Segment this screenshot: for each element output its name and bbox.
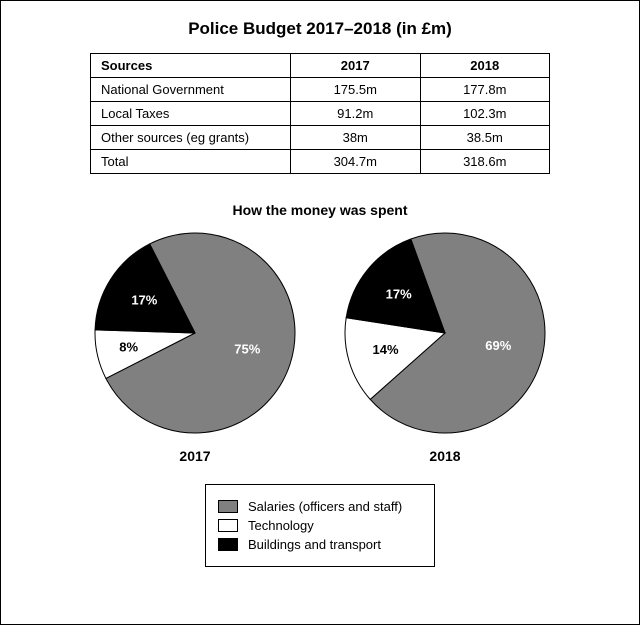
pie-chart-2017: 75% 8% 17%: [90, 228, 300, 438]
legend-label: Technology: [248, 518, 314, 533]
pie-slice-label: 14%: [373, 342, 399, 357]
pie-chart-2018: 69% 14% 17%: [340, 228, 550, 438]
figure-container: Police Budget 2017–2018 (in £m) Sources …: [0, 0, 640, 625]
legend-item: Salaries (officers and staff): [218, 499, 422, 514]
table-row: National Government 175.5m 177.8m: [91, 78, 550, 102]
pie-2018: 69% 14% 17% 2018: [340, 228, 550, 464]
col-2018: 2018: [420, 54, 550, 78]
col-sources: Sources: [91, 54, 291, 78]
legend-label: Buildings and transport: [248, 537, 381, 552]
pie-slice-label: 69%: [485, 338, 511, 353]
table-row: Total 304.7m 318.6m: [91, 150, 550, 174]
pie-slice-label: 17%: [131, 292, 157, 307]
main-title: Police Budget 2017–2018 (in £m): [49, 19, 591, 39]
table-row: Local Taxes 91.2m 102.3m: [91, 102, 550, 126]
legend-swatch: [218, 519, 238, 532]
pie-year-label: 2017: [90, 448, 300, 464]
legend-item: Buildings and transport: [218, 537, 422, 552]
legend-label: Salaries (officers and staff): [248, 499, 402, 514]
legend-item: Technology: [218, 518, 422, 533]
pie-slice-label: 75%: [234, 341, 260, 356]
legend-swatch: [218, 500, 238, 513]
pies-title: How the money was spent: [49, 202, 591, 218]
pie-2017: 75% 8% 17% 2017: [90, 228, 300, 464]
table-header-row: Sources 2017 2018: [91, 54, 550, 78]
legend-box: Salaries (officers and staff) Technology…: [205, 484, 435, 567]
pie-slice-label: 8%: [119, 339, 138, 354]
legend-swatch: [218, 538, 238, 551]
table-row: Other sources (eg grants) 38m 38.5m: [91, 126, 550, 150]
col-2017: 2017: [291, 54, 421, 78]
pies-row: 75% 8% 17% 2017 69% 14% 17% 2018: [49, 228, 591, 464]
pie-year-label: 2018: [340, 448, 550, 464]
budget-table: Sources 2017 2018 National Government 17…: [90, 53, 550, 174]
pie-slice-label: 17%: [386, 286, 412, 301]
